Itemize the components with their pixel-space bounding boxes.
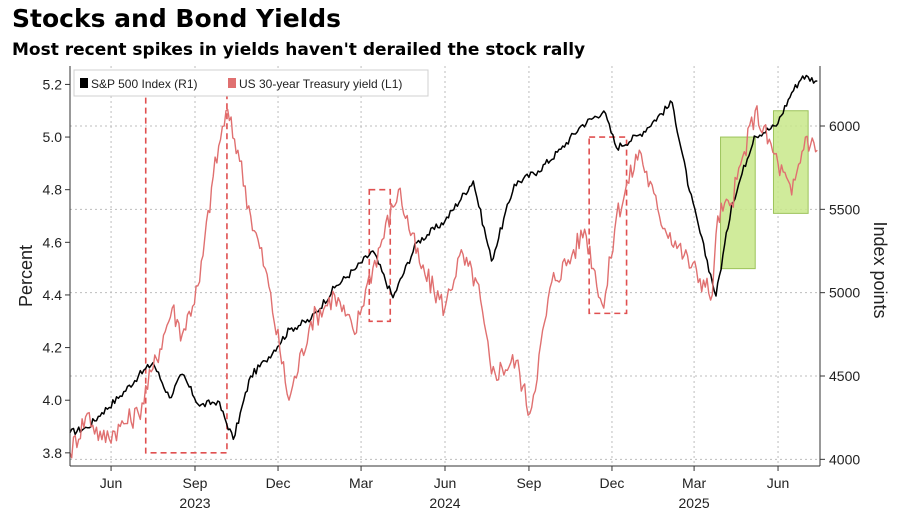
chart-subtitle: Most recent spikes in yields haven't der… (12, 40, 586, 60)
left-axis-label: Percent (16, 245, 36, 307)
axis-layer: 3.8 4.0 4.2 4.4 4.6 4.8 5.0 5.2 4000 4500 5000 5500… (16, 66, 890, 510)
left-tick-label: 5.0 (43, 129, 63, 145)
x-year-label: 2024 (429, 495, 460, 510)
legend-swatch (228, 78, 236, 88)
x-tick-label: Jun (767, 475, 790, 491)
x-year-label: 2023 (179, 495, 210, 510)
right-axis-label: Index points (870, 221, 890, 318)
x-year-label: 2025 (679, 495, 710, 510)
series-line-sp500 (69, 74, 818, 441)
dashed-box-annotation (368, 188, 392, 323)
right-tick-label: 4000 (829, 451, 860, 467)
left-tick-label: 4.4 (43, 287, 63, 303)
highlight-box-annotation (720, 136, 756, 270)
right-tick-label: 5000 (829, 285, 860, 301)
dashed-box-annotation (144, 83, 228, 454)
left-tick-label: 4.8 (43, 182, 63, 198)
x-tick-label: Jun (100, 475, 123, 491)
right-tick-label: 4500 (829, 368, 860, 384)
legend-label: S&P 500 Index (R1) (91, 77, 198, 91)
legend-box (73, 69, 429, 97)
legend-swatch (80, 78, 88, 88)
left-tick-label: 4.6 (43, 234, 63, 250)
x-tick-label: Dec (600, 475, 625, 491)
left-tick-label: 4.2 (43, 340, 63, 356)
series-line-treasury-yield (69, 105, 818, 459)
x-tick-label: Mar (349, 475, 373, 491)
highlight-box-annotation (772, 110, 809, 214)
right-tick-label: 5500 (829, 201, 860, 217)
legend-label: US 30-year Treasury yield (L1) (239, 77, 402, 91)
x-tick-label: Dec (266, 475, 291, 491)
chart-title: Stocks and Bond Yields (12, 4, 342, 33)
left-tick-label: 5.2 (43, 76, 63, 92)
x-tick-label: Sep (183, 475, 208, 491)
x-tick-label: Mar (682, 475, 706, 491)
right-tick-label: 6000 (829, 118, 860, 134)
x-tick-label: Jun (434, 475, 457, 491)
left-tick-label: 3.8 (43, 445, 63, 461)
x-tick-label: Sep (516, 475, 541, 491)
legend: S&P 500 Index (R1) US 30-year Treasury yi… (73, 69, 429, 97)
series-layer (69, 74, 818, 459)
dashed-box-annotation (588, 136, 628, 315)
left-tick-label: 4.0 (43, 392, 63, 408)
